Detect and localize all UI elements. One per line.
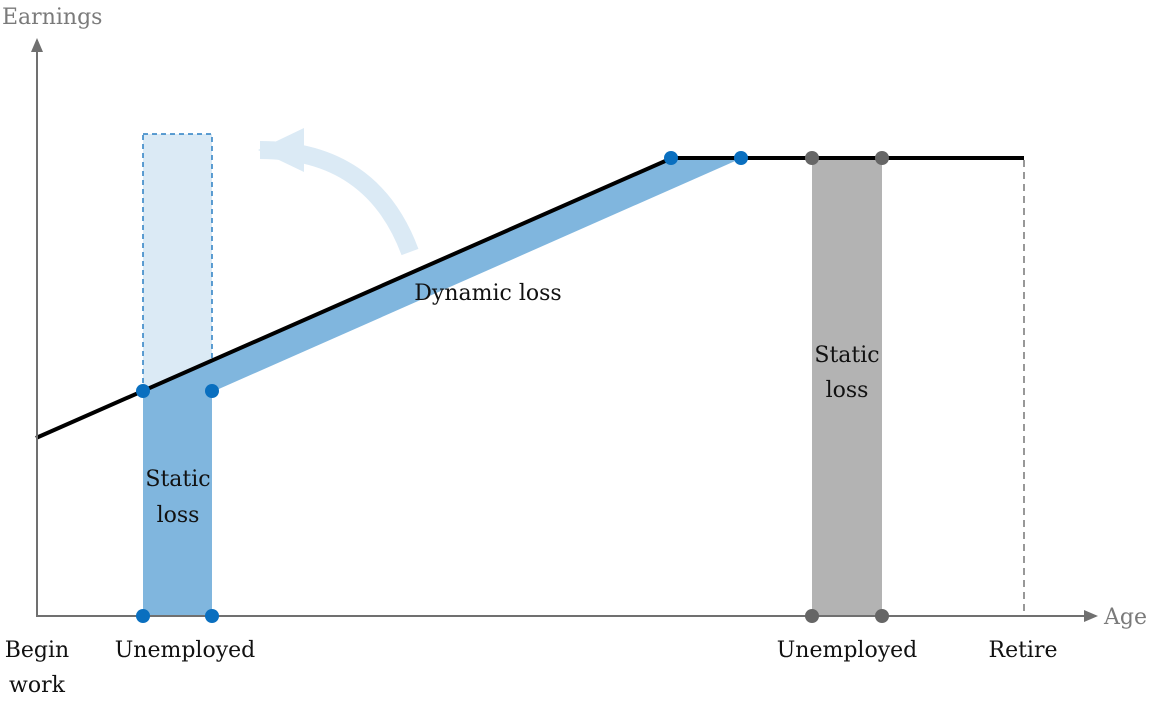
static-loss-late-label-line1: Static: [814, 343, 879, 368]
dot-late-line-start: [805, 151, 819, 165]
begin-work-label-line2: work: [9, 673, 66, 698]
begin-work-label-line1: Begin: [5, 638, 69, 663]
dot-early-line-start: [136, 384, 150, 398]
dot-late-line-end: [875, 151, 889, 165]
static-loss-late-bar: [812, 158, 882, 616]
y-axis-label: Earnings: [2, 5, 102, 30]
static-loss-late-label-line2: loss: [826, 378, 869, 403]
dot-peak-end: [734, 151, 748, 165]
unemployed-early-label: Unemployed: [115, 638, 256, 663]
dot-late-axis-end: [875, 609, 889, 623]
dot-early-axis-end: [205, 609, 219, 623]
recovered-earnings-region: [142, 133, 213, 393]
dot-early-axis-start: [136, 609, 150, 623]
dynamic-loss-band: [143, 158, 742, 392]
dynamic-loss-label: Dynamic loss: [414, 281, 561, 306]
dot-peak-start: [664, 151, 678, 165]
recovery-arrow: [258, 128, 419, 256]
unemployed-late-label: Unemployed: [777, 638, 918, 663]
static-loss-early-label-line1: Static: [145, 467, 210, 492]
retire-label: Retire: [989, 638, 1058, 663]
static-loss-early-bar: [143, 392, 212, 616]
static-loss-early-label-line2: loss: [157, 503, 200, 528]
x-axis-label: Age: [1103, 605, 1147, 630]
dot-late-axis-start: [805, 609, 819, 623]
dot-early-line-end: [205, 384, 219, 398]
